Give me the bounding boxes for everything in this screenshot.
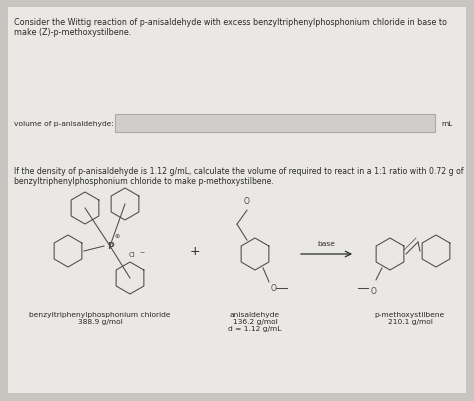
Text: +: + [190,245,201,258]
Text: benzyltriphenylphosphonium chloride
388.9 g/mol: benzyltriphenylphosphonium chloride 388.… [29,311,171,324]
Text: −: − [139,249,145,254]
Text: O: O [371,286,377,295]
Text: P: P [107,242,113,251]
Text: base: base [318,241,336,246]
Bar [115,115,435,133]
Text: make (Z)-p-methoxystilbene.: make (Z)-p-methoxystilbene. [14,28,131,37]
Text: Cl: Cl [128,251,136,257]
Text: anisaldehyde
136.2 g/mol
d = 1.12 g/mL: anisaldehyde 136.2 g/mol d = 1.12 g/mL [228,311,282,331]
Text: O: O [244,196,250,206]
Text: p-methoxystilbene
210.1 g/mol: p-methoxystilbene 210.1 g/mol [375,311,445,324]
Text: Consider the Wittig reaction of p-anisaldehyde with excess benzyltriphenylphosph: Consider the Wittig reaction of p-anisal… [14,18,447,27]
Text: If the density of p-anisaldehyde is 1.12 g/mL, calculate the volume of required : If the density of p-anisaldehyde is 1.12… [14,166,464,186]
Text: mL: mL [441,121,452,127]
Text: volume of p-anisaldehyde:: volume of p-anisaldehyde: [14,121,114,127]
Text: O: O [271,284,277,293]
Text: ⊕: ⊕ [114,234,119,239]
